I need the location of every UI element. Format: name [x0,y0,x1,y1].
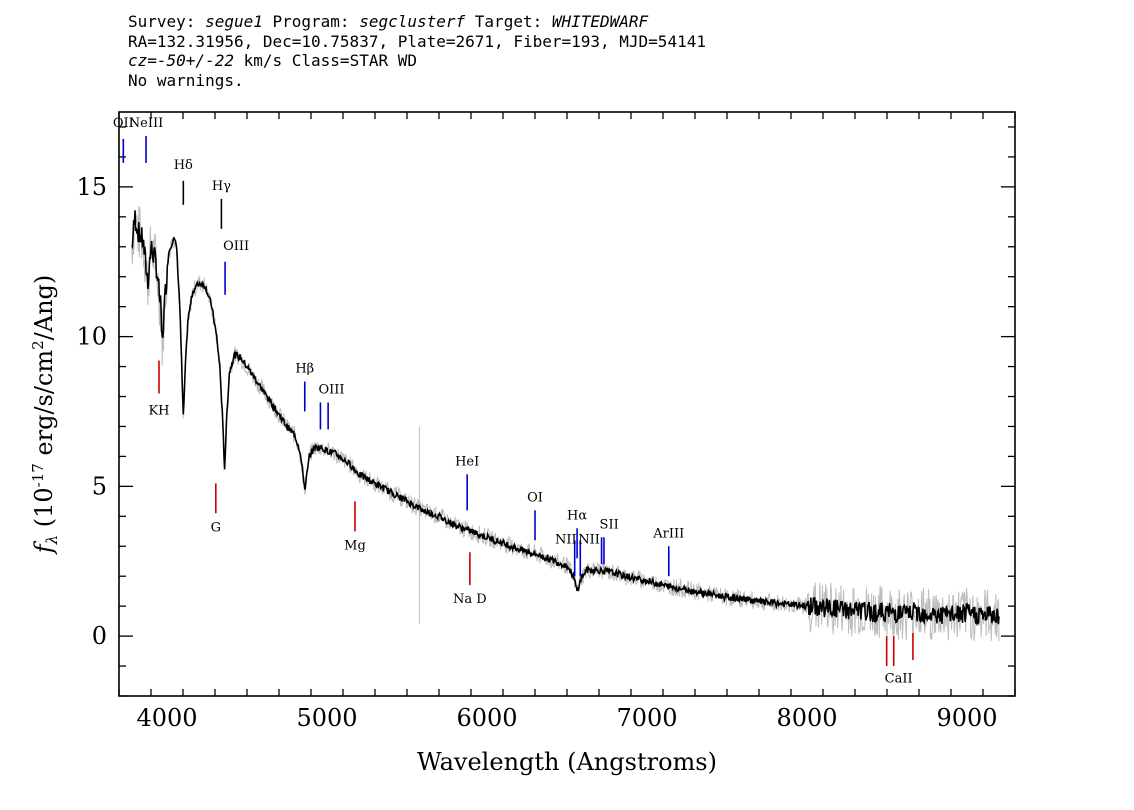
spectrum-header: Survey: segue1 Program: segclusterf Targ… [128,12,706,90]
spectral-line-label: NeIII [129,116,163,131]
spectral-line-label: Mg [344,538,366,553]
spectral-line-label: OIII [318,383,344,398]
header-survey-segment: Survey: [128,12,206,31]
spectral-line-label: Hγ [212,179,231,194]
flux-series [131,210,1000,627]
x-tick-label: 8000 [776,704,837,732]
spectral-line-label: CaII [885,672,913,687]
x-tick-label: 7000 [616,704,677,732]
spectral-line-label: OI [527,490,543,505]
header-survey-segment: segue1 [205,12,263,31]
y-axis-title: fλ (10-17 erg/s/cm2/Ang) [29,275,61,556]
header-coordinates-line: RA=132.31956, Dec=10.75837, Plate=2671, … [128,31,706,51]
flux-error-band [131,206,1000,642]
y-tick-label: 10 [76,323,107,351]
y-axis-title-part: (10 [30,487,58,535]
spectral-line-label: OII [113,116,134,131]
x-tick-label: 5000 [296,704,357,732]
spectral-line-label: Na D [453,592,487,607]
x-tick-label: 4000 [136,704,197,732]
x-tick-label: 9000 [936,704,997,732]
spectral-line-label: G [211,520,221,535]
header-survey-segment: WHITEDWARF [551,12,649,31]
y-tick-label: 15 [76,173,107,201]
y-tick-label: 0 [92,622,107,650]
y-tick-label: 5 [92,472,107,500]
spectral-line-label: HeI [455,454,479,469]
y-axis-title-part: erg/s/cm [30,350,58,464]
flux-path [131,210,1000,627]
header-redshift-segment: km/s Class=STAR WD [233,51,417,70]
spectral-line-label: Hα [567,508,587,523]
spectral-line-label: KH [148,403,169,418]
spectral-line-label: Hβ [295,362,314,377]
header-redshift-segment: cz=-50+/-22 [128,51,234,70]
spectral-line-label: NII [578,532,600,547]
axis-ticks: 4000 5000 6000 7000 8000 9000 0 5 10 15 [76,112,1016,732]
header-survey-segment: Program: [262,12,360,31]
flux-error-path [131,206,1000,642]
x-axis-title: Wavelength (Angstroms) [417,748,717,776]
header-survey-segment: Target: [465,12,552,31]
header-survey-line: Survey: segue1 Program: segclusterf Targ… [128,12,706,32]
spectral-line-label: Hδ [174,158,193,173]
spectral-line-label: ArIII [652,526,684,541]
y-axis-title-part: -17 [29,463,47,487]
y-axis-title-part: λ [43,535,61,546]
x-tick-label: 6000 [456,704,517,732]
y-axis-title-part: /Ang) [30,275,58,341]
header-warnings-line: No warnings. [128,70,244,90]
spectral-line-label: NII [555,532,577,547]
spectral-line-label: OIII [223,239,249,254]
spectral-line-label: SII [600,517,619,532]
header-redshift-line: cz=-50+/-22 km/s Class=STAR WD [128,51,706,71]
header-survey-segment: segclusterf [359,12,466,31]
y-axis-title-part: 2 [29,340,47,350]
